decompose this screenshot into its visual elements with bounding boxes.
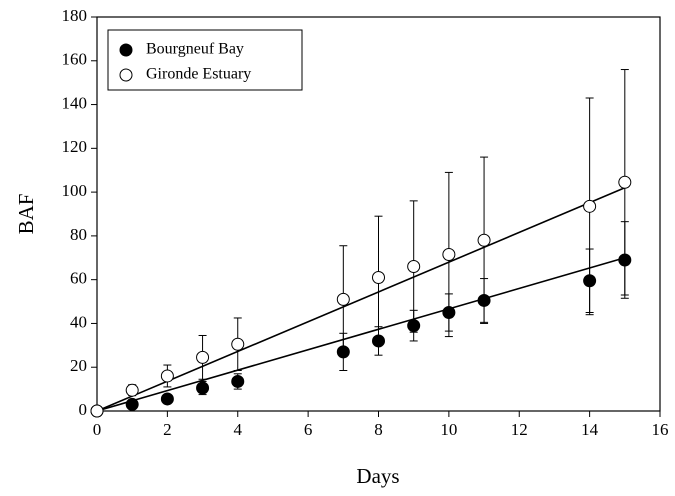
point [231,374,245,388]
y-tick-label: 180 [62,6,88,25]
point [125,397,139,411]
x-axis-label: Days [356,464,399,488]
x-tick-label: 10 [440,420,457,439]
y-tick-label: 100 [62,181,88,200]
point [196,350,210,364]
point [160,392,174,406]
y-tick-label: 160 [62,50,88,69]
legend-marker [119,43,133,57]
point [372,270,385,284]
point [477,293,491,307]
y-tick-label: 80 [70,225,87,244]
point [407,260,421,274]
point [336,345,350,359]
x-tick-label: 12 [511,420,528,439]
legend-marker [119,68,133,82]
point [407,319,421,333]
legend-box [107,29,303,91]
y-tick-label: 40 [70,312,87,331]
legend-label: Gironde Estuary [146,66,251,83]
point [231,337,245,351]
point [336,292,350,306]
x-tick-label: 8 [374,420,383,439]
fit-line [96,186,626,412]
x-tick-label: 0 [93,420,102,439]
y-axis-label: BAF [14,194,38,235]
fit-line [96,257,626,412]
y-tick-label: 120 [62,137,88,156]
point [442,247,456,261]
y-tick-label: 20 [70,356,87,375]
point [618,253,632,267]
point [372,334,385,348]
point [160,369,174,383]
point [125,383,139,397]
x-tick-label: 4 [234,420,243,439]
point [477,233,491,247]
x-tick-label: 14 [581,420,599,439]
y-tick-label: 60 [70,269,87,288]
point [583,274,597,288]
point [442,306,456,319]
y-tick-label: 0 [79,400,88,419]
legend-label: Bourgneuf Bay [146,41,244,58]
point [618,175,632,189]
x-tick-label: 6 [304,420,313,439]
y-tick-label: 140 [62,93,88,112]
x-tick-label: 16 [652,420,669,439]
x-tick-label: 2 [163,420,172,439]
point [583,199,597,213]
point [196,381,210,395]
point [90,404,104,418]
